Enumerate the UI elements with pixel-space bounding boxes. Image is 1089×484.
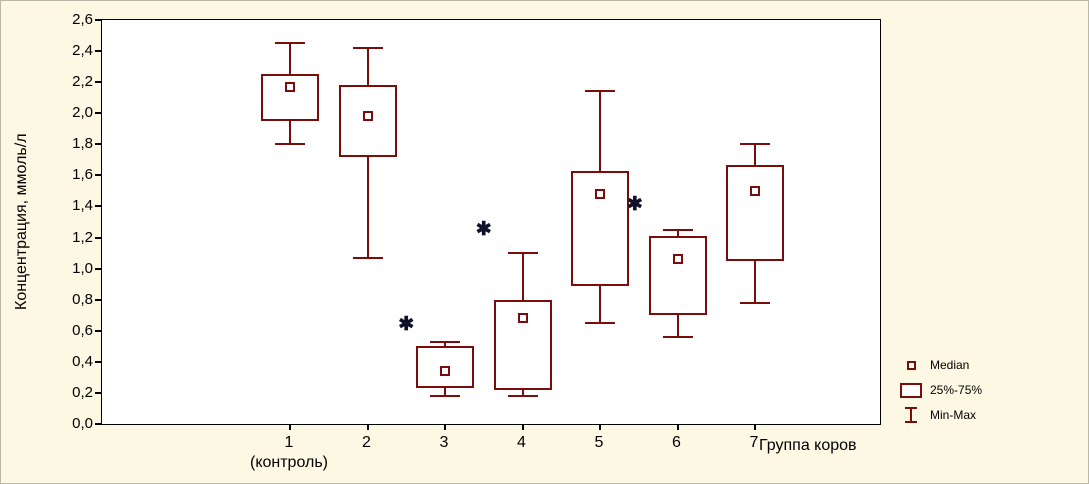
median-marker-icon	[899, 360, 923, 370]
y-tick-mark	[95, 205, 101, 208]
legend-item-iqr: 25%-75%	[899, 382, 982, 398]
median-marker	[440, 366, 450, 377]
y-tick-label: 0,4	[72, 352, 93, 370]
whisker-cap-max	[275, 42, 305, 45]
whisker-cap-max	[507, 252, 538, 255]
y-tick-label: 0,2	[72, 383, 93, 401]
y-tick-label: 0,8	[72, 290, 93, 308]
y-tick-mark	[95, 50, 101, 53]
x-tick-mark	[676, 424, 679, 430]
legend-label-iqr: 25%-75%	[930, 383, 983, 397]
y-tick-mark	[95, 143, 101, 146]
whisker-cap-min	[662, 335, 693, 338]
x-tick-mark	[444, 424, 446, 430]
x-tick-mark	[754, 424, 756, 430]
median-marker	[285, 81, 295, 92]
y-tick-mark	[95, 174, 101, 177]
min-max-whisker-icon	[899, 406, 923, 424]
whisker-cap-max	[740, 143, 770, 146]
whisker-cap-max	[585, 90, 615, 93]
y-tick-label: 0,0	[72, 415, 93, 432]
y-axis-title: Концентрация, ммоль/л	[13, 133, 30, 311]
x-tick-label: 7	[749, 434, 759, 451]
median-marker	[750, 185, 760, 196]
iqr-box	[648, 235, 707, 316]
y-tick-label: 1,4	[72, 197, 93, 215]
x-tick-sublabel: (контроль)	[249, 454, 328, 471]
median-marker	[672, 254, 683, 265]
y-tick-mark	[95, 267, 101, 270]
y-axis-tick-labels: 0,0 0,2 0,4 0,6 0,8 1,0 1,2 1,4 1,6 1,8 2,0 2,2 2,4 2…	[49, 11, 93, 432]
significance-asterisk: ✱	[626, 194, 643, 215]
whisker-cap-min	[352, 256, 383, 259]
legend-item-median: Median	[899, 357, 982, 373]
x-tick-label: 4	[517, 434, 526, 451]
x-tick-label: 2	[362, 434, 371, 451]
whisker-cap-min	[275, 143, 305, 146]
plot-area: ✱ ✱ ✱	[95, 19, 881, 430]
whisker-cap-min	[740, 301, 770, 304]
x-tick-label: 5	[594, 434, 604, 451]
iqr-box	[726, 164, 784, 261]
whisker-cap-max	[662, 228, 693, 231]
y-tick-label: 0,6	[72, 321, 93, 339]
x-axis-tick-labels: 1 (контроль) 2 3 4 5 6 7	[101, 425, 881, 481]
x-tick-mark	[366, 424, 369, 430]
x-tick-label: 6	[672, 434, 681, 451]
x-tick-label: 1	[284, 434, 294, 451]
median-marker	[595, 189, 605, 200]
y-tick-mark	[95, 423, 101, 425]
x-axis-title: Группа коров	[759, 437, 857, 454]
whisker-cap-min	[585, 322, 615, 324]
y-tick-mark	[95, 391, 101, 394]
whisker-cap-max	[430, 340, 460, 343]
whisker-cap-min	[430, 395, 460, 398]
x-tick-label: 3	[439, 434, 449, 451]
y-tick-label: 2,2	[72, 73, 93, 91]
iqr-box	[571, 170, 629, 286]
iqr-box-icon	[899, 382, 923, 398]
x-tick-mark	[289, 424, 291, 430]
iqr-box	[261, 74, 319, 121]
legend-label-median: Median	[930, 358, 970, 372]
y-tick-mark	[95, 298, 101, 301]
legend-label-minmax: Min-Max	[930, 408, 977, 422]
y-tick-label: 1,8	[72, 135, 93, 153]
legend-item-minmax: Min-Max	[899, 407, 982, 423]
y-tick-mark	[95, 81, 101, 84]
y-tick-mark	[95, 360, 101, 363]
y-tick-label: 2,4	[72, 42, 93, 60]
whisker-cap-max	[352, 46, 383, 49]
whisker-cap-min	[507, 395, 538, 398]
y-tick-label: 2,6	[72, 11, 93, 28]
y-tick-label: 2,0	[72, 104, 93, 122]
median-marker	[517, 313, 528, 324]
y-tick-mark	[95, 329, 101, 332]
x-tick-mark	[599, 424, 601, 430]
legend: Median 25%-75% Min-Max	[899, 357, 982, 423]
y-tick-mark	[95, 19, 101, 21]
y-tick-label: 1,2	[72, 228, 93, 246]
significance-asterisk: ✱	[398, 313, 415, 335]
significance-asterisk: ✱	[475, 218, 492, 240]
y-tick-label: 1,6	[72, 166, 93, 184]
median-marker	[362, 111, 373, 122]
y-tick-mark	[95, 236, 101, 239]
y-tick-label: 1,0	[72, 259, 93, 277]
y-tick-mark	[95, 112, 101, 115]
x-tick-mark	[521, 424, 524, 430]
